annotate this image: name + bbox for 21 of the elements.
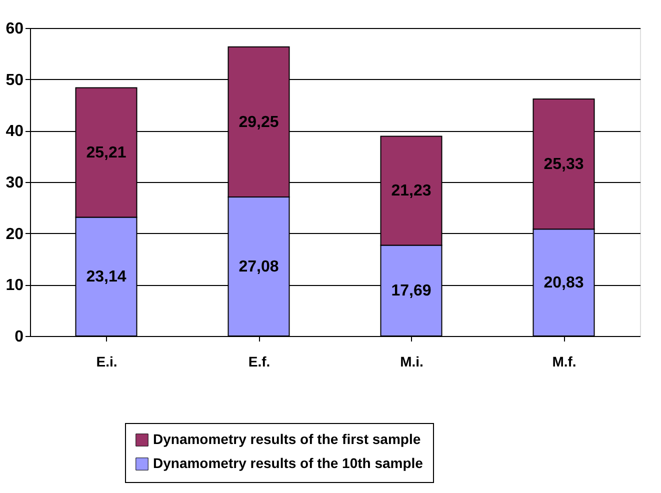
y-tick-label: 20 xyxy=(6,226,24,243)
data-label: 20,83 xyxy=(544,274,584,292)
data-label: 21,23 xyxy=(391,182,432,200)
x-tick-label: E.i. xyxy=(96,354,118,370)
y-tick-label: 10 xyxy=(6,277,24,294)
data-label: 25,21 xyxy=(86,144,126,162)
data-label: 23,14 xyxy=(86,268,126,286)
data-label: 29,25 xyxy=(238,114,279,131)
x-tick-label: M.i. xyxy=(400,354,424,370)
y-tick-label: 0 xyxy=(14,328,24,346)
data-label: 17,69 xyxy=(391,282,432,300)
legend-label: Dynamometry results of the 10th sample xyxy=(153,455,424,471)
y-tick-label: 50 xyxy=(6,72,24,89)
x-tick-label: M.f. xyxy=(552,354,576,370)
data-label: 27,08 xyxy=(238,258,279,276)
y-tick-label: 60 xyxy=(6,20,24,38)
data-label: 25,33 xyxy=(544,156,584,174)
y-tick-label: 30 xyxy=(6,174,24,192)
y-tick-label: 40 xyxy=(6,123,24,140)
x-tick-label: E.f. xyxy=(248,354,270,370)
legend-label: Dynamometry results of the first sample xyxy=(153,431,421,447)
